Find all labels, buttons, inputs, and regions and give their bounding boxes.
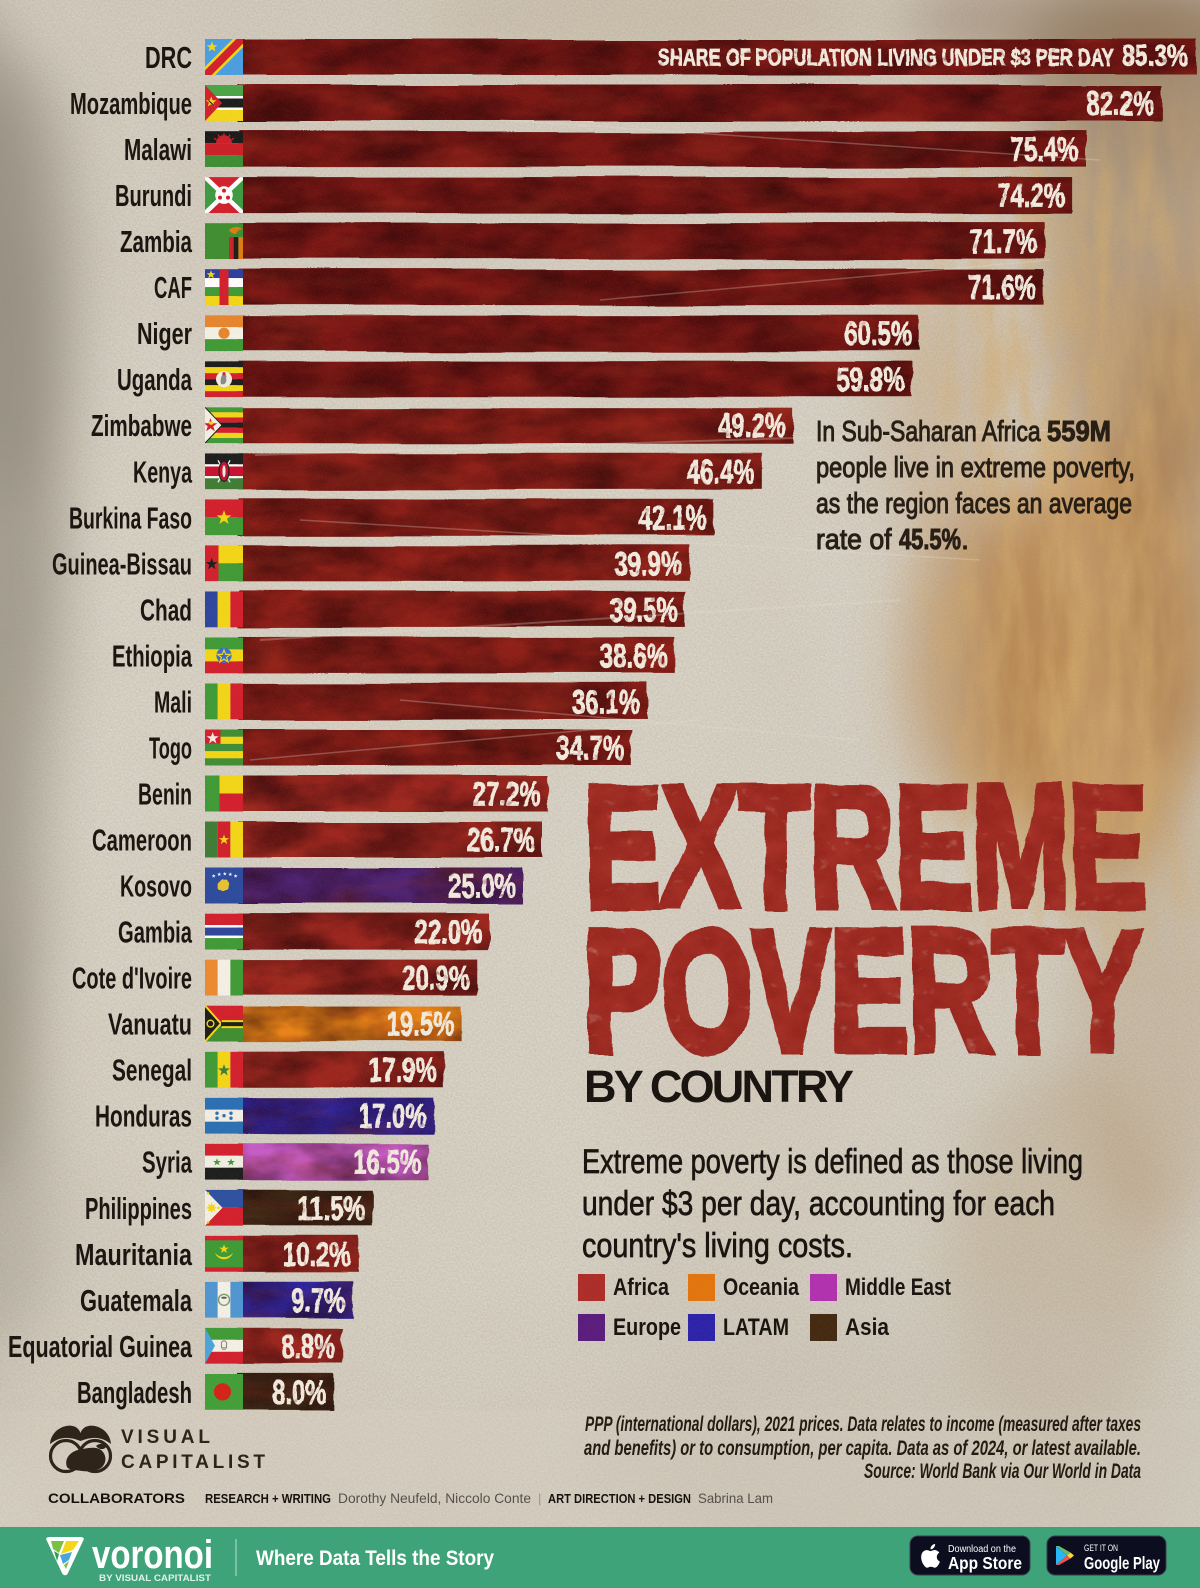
svg-text:COLLABORATORS: COLLABORATORS xyxy=(48,1490,185,1506)
svg-text:BY VISUAL CAPITALIST: BY VISUAL CAPITALIST xyxy=(99,1573,211,1584)
svg-text:Source: World Bank via Our Wor: Source: World Bank via Our World in Data xyxy=(864,1460,1141,1483)
svg-text:App Store: App Store xyxy=(948,1553,1022,1573)
svg-text:voronoi: voronoi xyxy=(92,1533,213,1577)
svg-text:ART DIRECTION + DESIGN: ART DIRECTION + DESIGN xyxy=(548,1492,691,1506)
svg-text:RESEARCH + WRITING: RESEARCH + WRITING xyxy=(205,1492,331,1506)
svg-text:Download on the: Download on the xyxy=(948,1544,1016,1555)
svg-text:Dorothy Neufeld, Niccolo Conte: Dorothy Neufeld, Niccolo Conte xyxy=(338,1490,531,1506)
svg-text:Where Data Tells the Story: Where Data Tells the Story xyxy=(256,1547,494,1570)
svg-text:|: | xyxy=(538,1491,541,1506)
svg-text:Google Play: Google Play xyxy=(1084,1553,1160,1573)
svg-text:Sabrina Lam: Sabrina Lam xyxy=(698,1490,773,1506)
svg-text:PPP (international dollars), 2: PPP (international dollars), 2021 prices… xyxy=(585,1413,1141,1436)
svg-text:GET IT ON: GET IT ON xyxy=(1084,1543,1118,1553)
svg-text:and benefits) or to consumptio: and benefits) or to consumption, per cap… xyxy=(584,1437,1141,1460)
